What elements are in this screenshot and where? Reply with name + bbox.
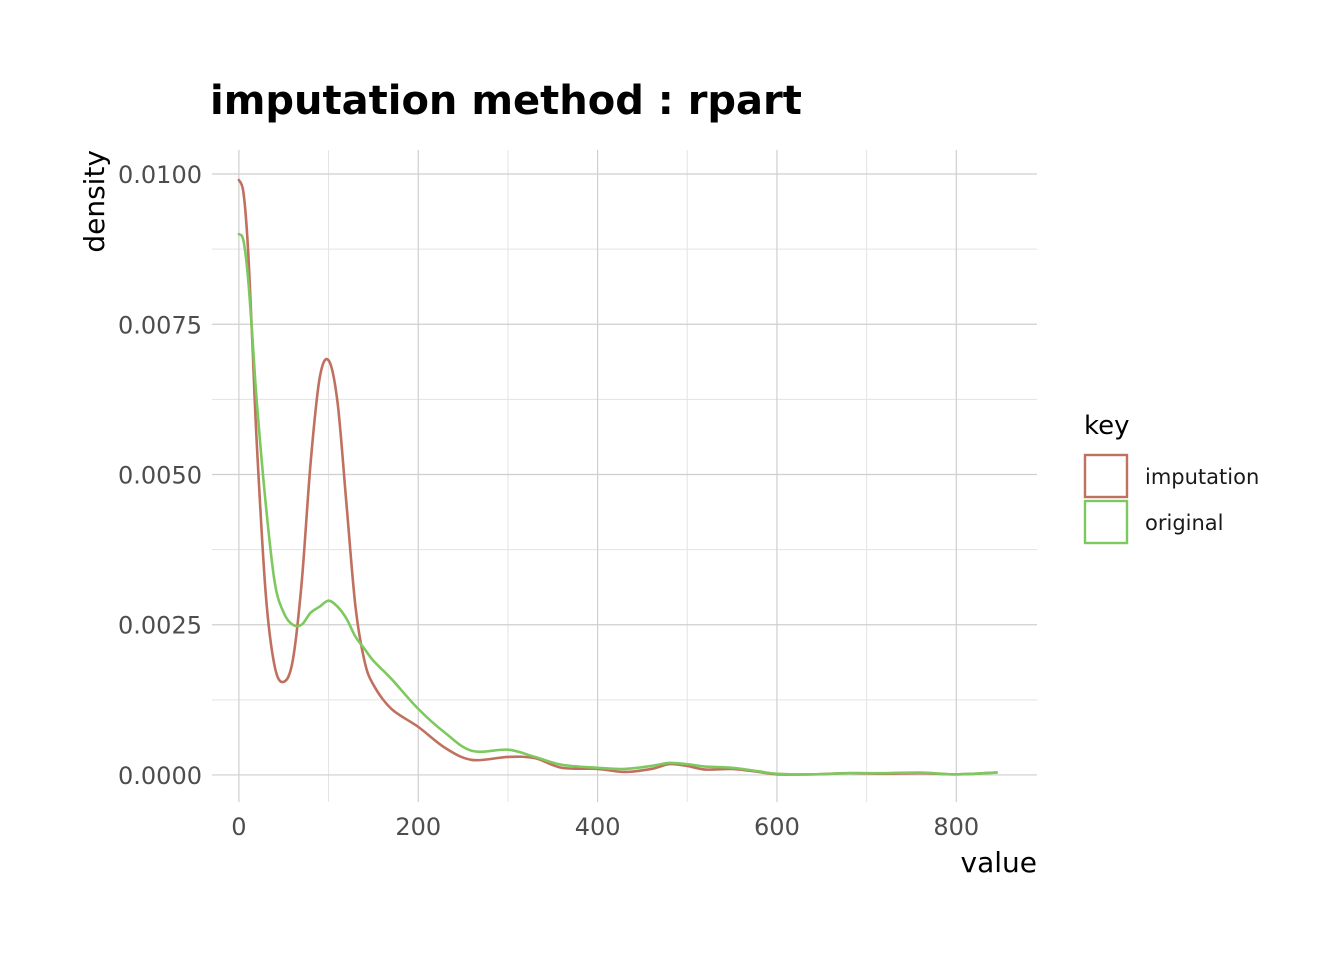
y-axis: 0.0000 0.0025 0.0050 0.0075 0.0100 xyxy=(118,161,202,790)
series-line-original xyxy=(237,232,998,776)
legend-key-imputation xyxy=(1083,453,1129,499)
legend-title: key xyxy=(1084,411,1130,441)
x-tick-label: 800 xyxy=(933,813,979,841)
y-axis-title: density xyxy=(78,150,111,253)
x-axis: 0 200 400 600 800 xyxy=(231,813,979,841)
y-tick-label: 0.0075 xyxy=(118,311,202,339)
y-tick-label: 0.0025 xyxy=(118,612,202,640)
x-tick-label: 600 xyxy=(754,813,800,841)
plot-area xyxy=(237,178,998,776)
x-tick-label: 0 xyxy=(231,813,246,841)
series-line-imputation xyxy=(237,178,998,776)
y-tick-label: 0.0000 xyxy=(118,762,202,790)
legend-label-imputation: imputation xyxy=(1145,465,1259,489)
x-tick-label: 400 xyxy=(575,813,621,841)
legend-label-original: original xyxy=(1145,511,1224,535)
x-tick-label: 200 xyxy=(395,813,441,841)
y-tick-label: 0.0050 xyxy=(118,461,202,489)
grid xyxy=(212,150,1037,802)
legend-key-original xyxy=(1083,499,1129,545)
x-axis-title: value xyxy=(961,846,1037,879)
y-tick-label: 0.0100 xyxy=(118,161,202,189)
chart-title: imputation method : rpart xyxy=(210,78,802,124)
legend: key imputation original xyxy=(1083,411,1259,545)
